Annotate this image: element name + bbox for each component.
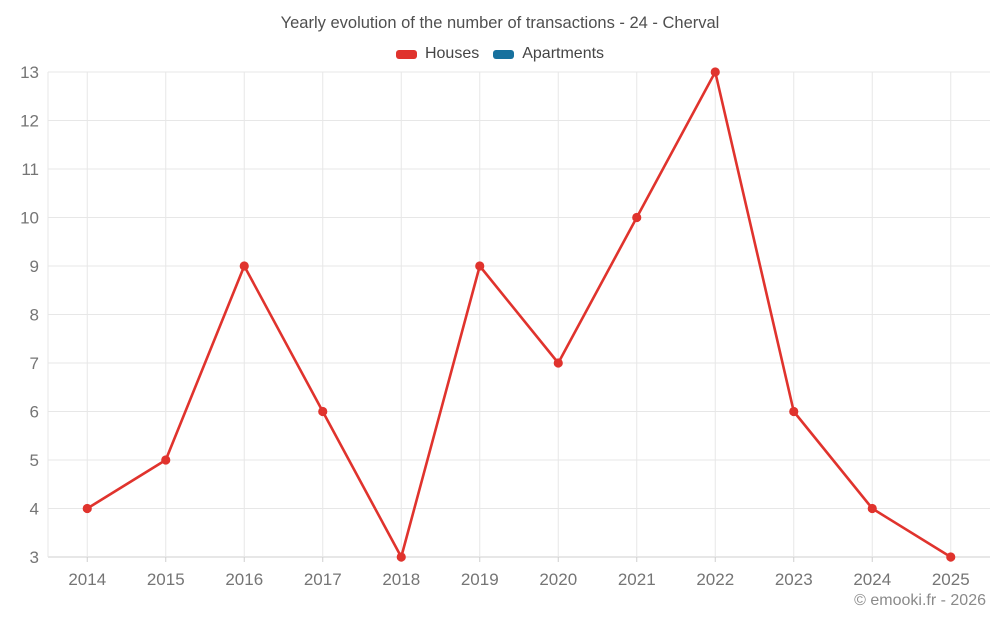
y-tick-label: 5 bbox=[30, 451, 39, 470]
x-tick-label: 2023 bbox=[775, 570, 813, 589]
legend-item-apartments[interactable]: Apartments bbox=[493, 45, 604, 63]
x-tick-label: 2024 bbox=[853, 570, 891, 589]
x-tick-label: 2018 bbox=[382, 570, 420, 589]
y-tick-label: 10 bbox=[20, 209, 39, 228]
x-tick-label: 2025 bbox=[932, 570, 970, 589]
houses-point-2020 bbox=[553, 358, 563, 368]
y-tick-label: 7 bbox=[30, 354, 39, 373]
x-tick-label: 2014 bbox=[68, 570, 106, 589]
houses-point-2018 bbox=[396, 552, 406, 562]
y-tick-label: 8 bbox=[30, 306, 39, 325]
y-tick-label: 11 bbox=[21, 160, 39, 179]
houses-point-2017 bbox=[318, 406, 328, 417]
y-tick-label: 9 bbox=[30, 257, 39, 276]
y-tick-label: 6 bbox=[30, 403, 39, 422]
houses-point-2023 bbox=[789, 406, 799, 417]
x-tick-label: 2017 bbox=[304, 570, 342, 589]
x-tick-label: 2022 bbox=[696, 570, 734, 589]
houses-point-2021 bbox=[632, 212, 642, 223]
x-tick-label: 2016 bbox=[225, 570, 263, 589]
legend-swatch-houses bbox=[395, 49, 417, 59]
y-tick-label: 4 bbox=[30, 500, 39, 519]
houses-point-2024 bbox=[867, 503, 877, 514]
y-tick-label: 13 bbox=[20, 63, 39, 82]
chart-title: Yearly evolution of the number of transa… bbox=[280, 14, 720, 32]
y-tick-label: 12 bbox=[20, 112, 39, 131]
houses-point-2016 bbox=[239, 261, 249, 271]
houses-point-2014 bbox=[82, 503, 92, 514]
houses-line bbox=[85, 70, 953, 559]
houses-point-2025 bbox=[946, 552, 956, 562]
legend-item-houses[interactable]: Houses bbox=[395, 45, 480, 63]
legend-swatch-apartments bbox=[493, 49, 515, 59]
x-tick-label: 2015 bbox=[147, 570, 185, 589]
houses-point-2019 bbox=[475, 261, 485, 271]
houses-point-2022 bbox=[710, 67, 720, 77]
legend-label: Apartments bbox=[522, 45, 605, 62]
copyright-credit: © emooki.fr - 2026 bbox=[854, 592, 986, 609]
y-tick-label: 3 bbox=[30, 548, 39, 567]
houses-point-2015 bbox=[161, 455, 171, 465]
x-tick-label: 2019 bbox=[461, 570, 499, 589]
chart-legend: Houses Apartments bbox=[0, 45, 1000, 63]
x-tick-label: 2021 bbox=[618, 570, 656, 589]
legend-label: Houses bbox=[424, 45, 480, 62]
x-tick-label: 2020 bbox=[539, 570, 577, 589]
